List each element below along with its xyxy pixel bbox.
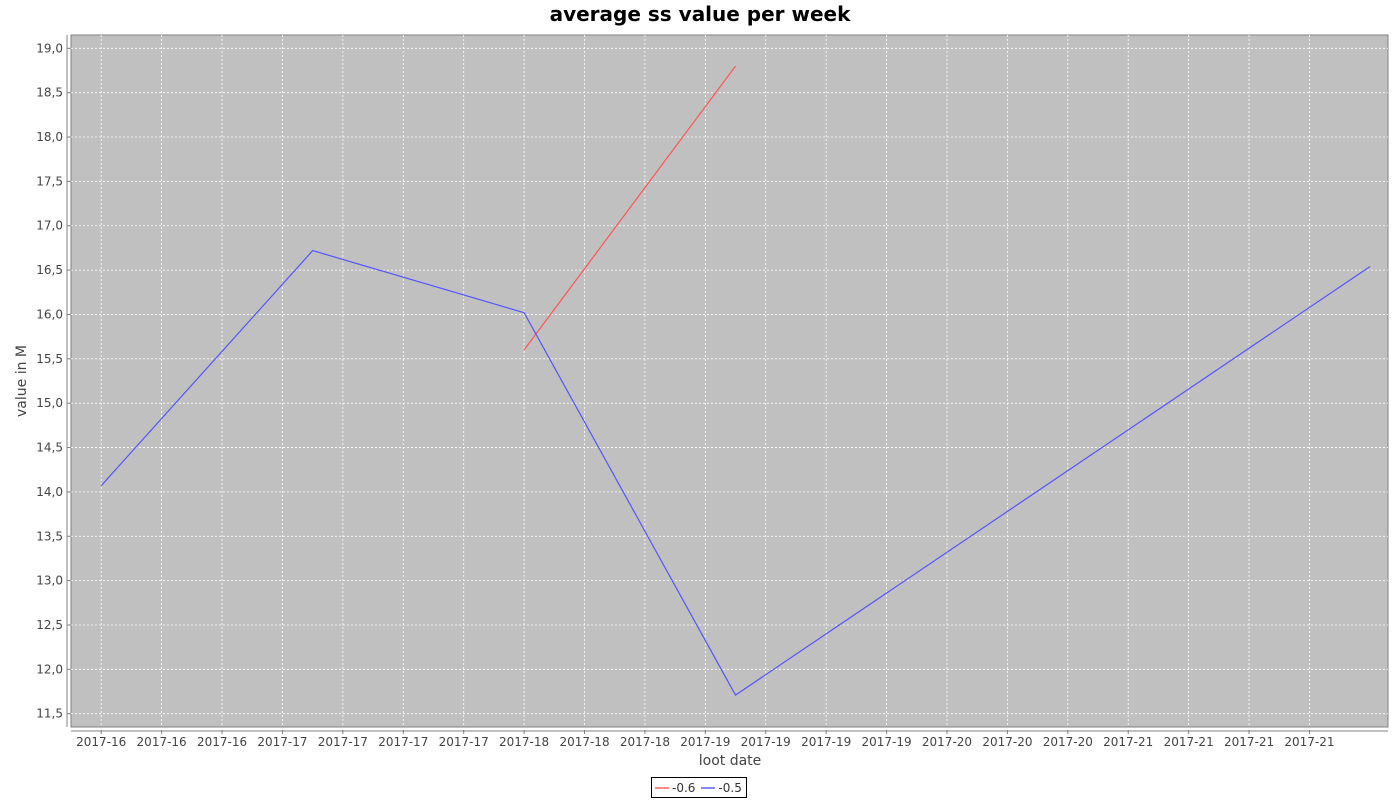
- series-lines: [100, 65, 1371, 696]
- y-tick-label: 15,5: [36, 352, 63, 366]
- legend-swatch: [655, 786, 669, 789]
- chart-title: average ss value per week: [549, 2, 851, 26]
- axes: [66, 35, 1388, 734]
- y-tick-label: 17,5: [36, 174, 63, 188]
- y-tick-label: 13,5: [36, 529, 63, 543]
- y-tick-label: 19,0: [36, 41, 63, 55]
- y-tick-label: 14,0: [36, 485, 63, 499]
- x-tick-label: 2017-16: [197, 735, 247, 749]
- legend-label: -0.6: [672, 780, 696, 795]
- y-tick-label: 12,5: [36, 618, 63, 632]
- series-line-1: [100, 249, 1371, 696]
- legend-swatch: [701, 786, 716, 789]
- legend-item: -0.5: [701, 780, 742, 795]
- x-axis-label: loot date: [699, 753, 762, 769]
- x-tick-label: 2017-20: [922, 735, 972, 749]
- x-tick-label: 2017-18: [499, 735, 549, 749]
- legend: -0.6 -0.5: [651, 777, 747, 798]
- x-tick-label: 2017-21: [1103, 735, 1153, 749]
- y-tick-labels: 11,5 12,0 12,5 13,0 13,5 14,0 14,5 15,0 15,5 16,0…: [36, 41, 63, 720]
- x-tick-label: 2017-19: [862, 735, 912, 749]
- y-tick-label: 15,0: [36, 396, 63, 410]
- y-axis-label: value in M: [14, 345, 30, 417]
- x-tick-label: 2017-21: [1164, 735, 1214, 749]
- x-tick-label: 2017-19: [741, 735, 791, 749]
- x-tick-label: 2017-17: [257, 735, 307, 749]
- x-tick-label: 2017-17: [378, 735, 428, 749]
- series-line-0: [523, 65, 736, 351]
- y-tick-label: 13,0: [36, 574, 63, 588]
- x-tick-label: 2017-21: [1224, 735, 1274, 749]
- legend-item: -0.6: [655, 781, 695, 795]
- x-tick-label: 2017-20: [982, 735, 1032, 749]
- y-tick-label: 14,5: [36, 441, 63, 455]
- x-tick-labels: 2017-16 2017-16 2017-16 2017-17 2017-17 2017-…: [76, 735, 1334, 749]
- x-tick-label: 2017-17: [439, 735, 489, 749]
- y-tick-label: 16,0: [36, 307, 63, 321]
- y-tick-label: 17,0: [36, 219, 63, 233]
- x-tick-label: 2017-19: [680, 735, 730, 749]
- plot-area: [70, 34, 1389, 728]
- y-tick-label: 11,5: [36, 707, 63, 721]
- x-tick-label: 2017-18: [620, 735, 670, 749]
- x-tick-label: 2017-17: [318, 735, 368, 749]
- x-tick-label: 2017-16: [76, 735, 126, 749]
- x-tick-label: 2017-19: [801, 735, 851, 749]
- y-tick-label: 12,0: [36, 662, 63, 676]
- y-tick-label: 16,5: [36, 263, 63, 277]
- legend-label: -0.5: [718, 780, 742, 795]
- x-tick-label: 2017-16: [137, 735, 187, 749]
- y-tick-label: 18,5: [36, 86, 63, 100]
- x-tick-label: 2017-18: [559, 735, 609, 749]
- line-chart: 11,5 12,0 12,5 13,0 13,5 14,0 14,5 15,0 15,5 16,0…: [14, 34, 1389, 769]
- x-tick-label: 2017-20: [1043, 735, 1093, 749]
- y-tick-label: 18,0: [36, 130, 63, 144]
- x-tick-label: 2017-21: [1284, 735, 1334, 749]
